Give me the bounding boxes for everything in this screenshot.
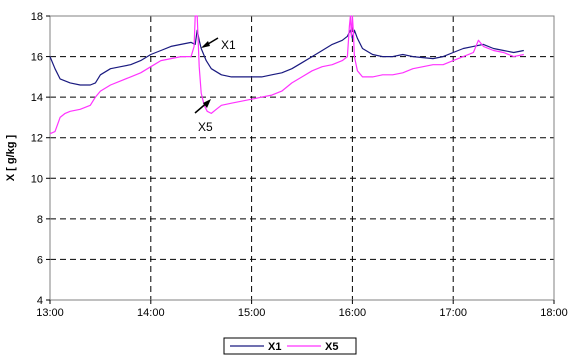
y-tick-label: 10 [31,173,43,185]
series-line-x5 [49,15,524,135]
annotations: X1 X5 [194,37,236,134]
grid-lines [50,16,554,300]
y-axis-ticks: 4 6 8 10 12 14 16 18 [31,11,50,307]
y-tick-label: 14 [31,92,43,104]
x-tick-label: 14:00 [137,307,165,319]
y-tick-label: 6 [37,254,43,266]
x-tick-label: 13:00 [36,307,64,319]
x-tick-label: 18:00 [540,307,568,319]
y-axis-label: X [ g/kg ] [5,134,17,181]
y-tick-label: 16 [31,52,43,64]
plot-area-frame [49,15,555,301]
x-axis-ticks: 13:00 14:00 15:00 16:00 17:00 18:00 [36,300,568,319]
annotation-arrowhead-x1 [201,41,210,48]
y-tick-label: 18 [31,11,43,23]
annotation-label-x5: X5 [198,120,213,134]
y-tick-label: 4 [37,295,43,307]
legend-label-x5: X5 [325,341,338,353]
x-tick-label: 16:00 [339,307,367,319]
legend: X1 X5 [223,337,357,355]
legend-label-x1: X1 [268,341,281,353]
y-tick-label: 8 [37,214,43,226]
series-lines [49,15,524,135]
x-tick-label: 15:00 [238,307,266,319]
annotation-label-x1: X1 [221,38,236,52]
y-tick-label: 12 [31,133,43,145]
series-line-x1 [49,29,524,86]
annotation-arrowhead-x5 [203,99,211,108]
x-tick-label: 17:00 [439,307,467,319]
